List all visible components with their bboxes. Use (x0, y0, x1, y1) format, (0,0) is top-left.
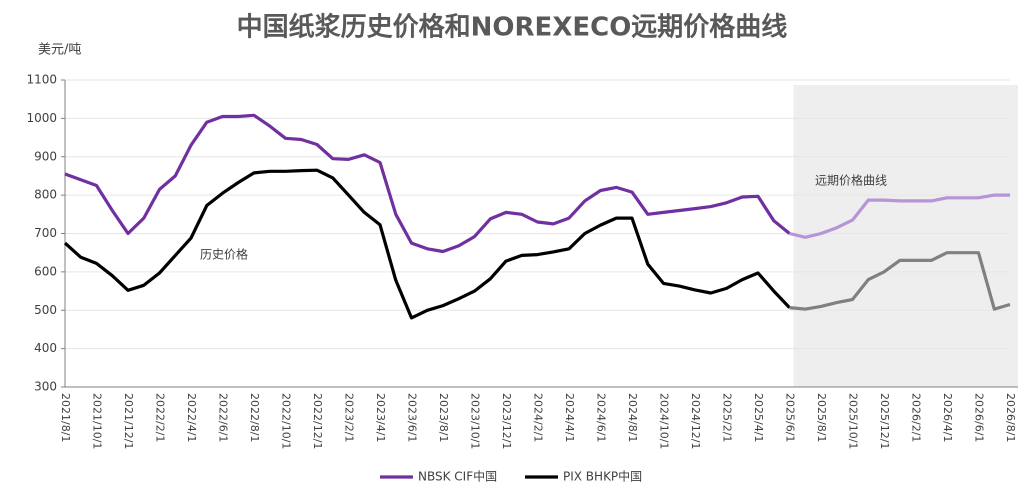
x-tick-label: 2022/12/1 (311, 393, 324, 449)
legend-label: PIX BHKP中国 (563, 469, 642, 484)
x-tick-label: 2025/4/1 (752, 393, 765, 442)
x-tick-label: 2025/6/1 (784, 393, 797, 442)
x-tick-label: 2023/10/1 (469, 393, 482, 449)
forward-line (789, 251, 1011, 311)
x-tick-label: 2024/2/1 (532, 393, 545, 442)
y-axis-label: 美元/吨 (38, 43, 81, 58)
x-tick-label: 2021/10/1 (91, 393, 104, 449)
x-tick-label: 2024/10/1 (658, 393, 671, 449)
x-tick-label: 2023/4/1 (374, 393, 387, 442)
x-tick-label: 2024/8/1 (626, 393, 639, 442)
y-tick-label: 500 (34, 303, 57, 317)
x-tick-label: 2023/8/1 (437, 393, 450, 442)
x-tick-label: 2022/6/1 (217, 393, 230, 442)
x-tick-label: 2022/2/1 (154, 393, 167, 442)
forward-line (789, 193, 1010, 239)
x-tick-label: 2026/6/1 (973, 393, 986, 442)
annotation: 历史价格 (200, 247, 248, 262)
legend-label: NBSK CIF中国 (418, 469, 497, 484)
x-tick-label: 2024/4/1 (563, 393, 576, 442)
y-tick-label: 300 (34, 380, 57, 394)
x-tick-label: 2022/4/1 (185, 393, 198, 442)
history-line (64, 113, 791, 254)
annotation: 远期价格曲线 (815, 173, 887, 188)
y-tick-label: 1100 (26, 73, 57, 87)
y-tick-label: 600 (34, 264, 57, 278)
x-tick-label: 2022/8/1 (248, 393, 261, 442)
x-tick-label: 2023/6/1 (406, 393, 419, 442)
x-tick-label: 2025/8/1 (815, 393, 828, 442)
forward-region (793, 85, 1018, 387)
x-tick-label: 2024/12/1 (689, 393, 702, 449)
y-tick-label: 900 (34, 149, 57, 163)
x-tick-label: 2021/8/1 (59, 393, 72, 442)
x-tick-label: 2023/2/1 (343, 393, 356, 442)
x-tick-label: 2026/8/1 (1004, 393, 1017, 442)
x-tick-label: 2025/2/1 (721, 393, 734, 442)
y-tick-label: 400 (34, 341, 57, 355)
chart-title: 中国纸浆历史价格和NOREXECO远期价格曲线 (237, 12, 788, 43)
y-tick-label: 700 (34, 226, 57, 240)
y-tick-label: 1000 (26, 111, 57, 125)
x-tick-label: 2021/12/1 (122, 393, 135, 449)
x-tick-label: 2026/4/1 (941, 393, 954, 442)
history-line (63, 168, 791, 320)
x-tick-label: 2023/12/1 (500, 393, 513, 449)
x-tick-label: 2026/2/1 (910, 393, 923, 442)
x-tick-label: 2022/10/1 (280, 393, 293, 449)
x-tick-label: 2025/10/1 (847, 393, 860, 449)
x-tick-label: 2025/12/1 (878, 393, 891, 449)
y-tick-label: 800 (34, 188, 57, 202)
x-tick-label: 2024/6/1 (595, 393, 608, 442)
